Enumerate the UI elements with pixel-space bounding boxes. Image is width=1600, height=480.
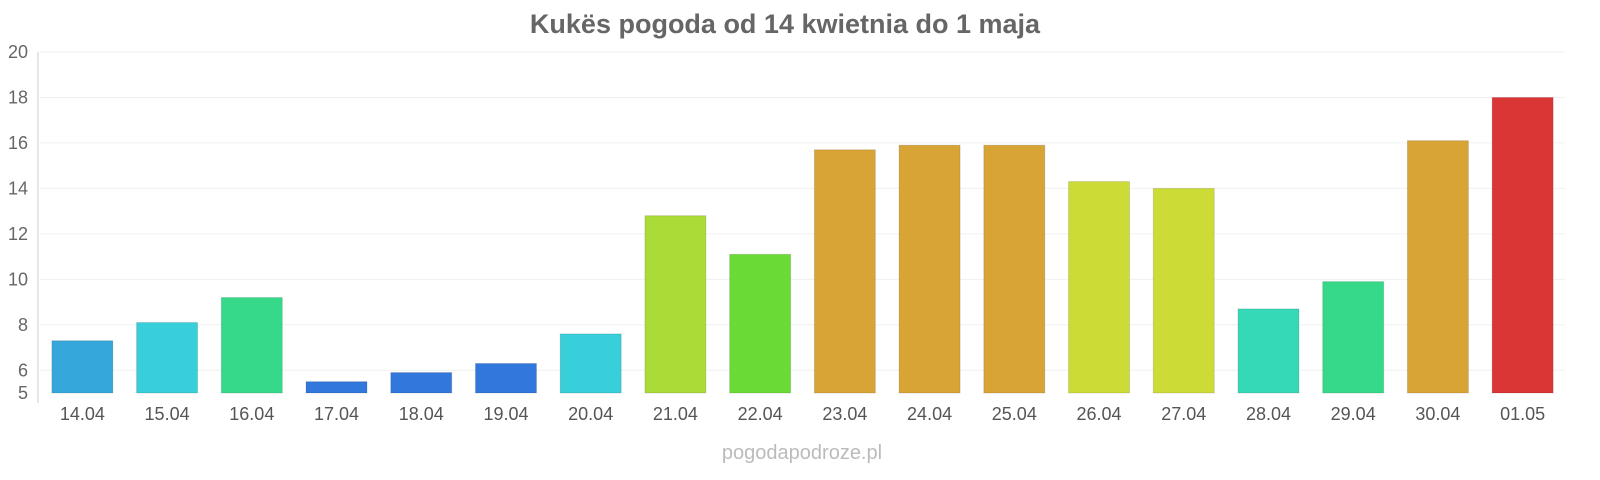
bar-16.04 bbox=[220, 297, 283, 394]
y-tick-label: 14 bbox=[8, 178, 28, 198]
bars bbox=[51, 96, 1554, 394]
bar-20.04 bbox=[559, 333, 622, 394]
x-tick-label: 29.04 bbox=[1331, 404, 1376, 424]
x-tick-label: 18.04 bbox=[399, 404, 444, 424]
bar-29.04 bbox=[1322, 281, 1385, 394]
bar-25.04 bbox=[983, 144, 1046, 394]
y-axis-ticks: 5 6 8 10 12 14 16 18 20 bbox=[8, 42, 28, 403]
x-tick-label: 23.04 bbox=[822, 404, 867, 424]
y-tick-label: 12 bbox=[8, 224, 28, 244]
x-tick-label: 16.04 bbox=[229, 404, 274, 424]
x-tick-label: 21.04 bbox=[653, 404, 698, 424]
x-tick-label: 01.05 bbox=[1500, 404, 1545, 424]
y-tick-label: 6 bbox=[18, 360, 28, 380]
grid-lines bbox=[40, 51, 1565, 371]
bar-14.04 bbox=[51, 340, 114, 394]
bar-28.04 bbox=[1237, 308, 1300, 394]
bar-17.04 bbox=[305, 381, 368, 394]
bar-30.04 bbox=[1406, 140, 1469, 394]
y-tick-label: 20 bbox=[8, 42, 28, 62]
source-credit: pogodapodroze.pl bbox=[722, 442, 882, 464]
bar-15.04 bbox=[136, 322, 199, 394]
x-tick-label: 22.04 bbox=[738, 404, 783, 424]
x-tick-label: 25.04 bbox=[992, 404, 1037, 424]
bar-01.05 bbox=[1491, 96, 1554, 394]
bar-27.04 bbox=[1152, 187, 1215, 394]
x-axis-ticks: 14.04 15.04 16.04 17.04 18.04 19.04 20.04 21.04… bbox=[60, 404, 1545, 424]
x-tick-label: 30.04 bbox=[1415, 404, 1460, 424]
bar-21.04 bbox=[644, 215, 707, 394]
x-tick-label: 14.04 bbox=[60, 404, 105, 424]
bar-19.04 bbox=[474, 362, 537, 394]
y-tick-label: 18 bbox=[8, 87, 28, 107]
x-tick-label: 24.04 bbox=[907, 404, 952, 424]
y-tick-label: 10 bbox=[8, 269, 28, 289]
x-tick-label: 27.04 bbox=[1161, 404, 1206, 424]
y-tick-label: 8 bbox=[18, 315, 28, 335]
bar-26.04 bbox=[1068, 181, 1131, 394]
y-tick-label: 16 bbox=[8, 133, 28, 153]
bar-23.04 bbox=[813, 149, 876, 394]
bar-24.04 bbox=[898, 144, 961, 394]
x-tick-label: 20.04 bbox=[568, 404, 613, 424]
x-tick-label: 26.04 bbox=[1077, 404, 1122, 424]
y-tick-label: 5 bbox=[18, 383, 28, 403]
x-tick-label: 19.04 bbox=[483, 404, 528, 424]
x-tick-label: 28.04 bbox=[1246, 404, 1291, 424]
x-tick-label: 15.04 bbox=[145, 404, 190, 424]
x-tick-label: 17.04 bbox=[314, 404, 359, 424]
bar-18.04 bbox=[390, 372, 453, 394]
chart-title: Kukës pogoda od 14 kwietnia do 1 maja bbox=[530, 9, 1041, 39]
bar-22.04 bbox=[729, 253, 792, 394]
